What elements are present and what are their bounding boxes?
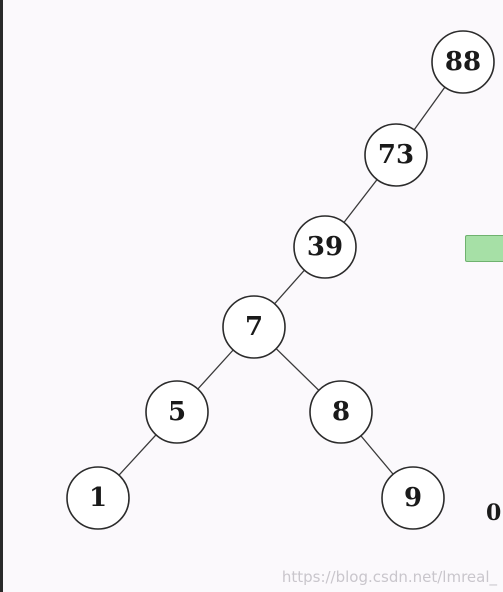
node-circle (293, 215, 357, 279)
node-circle (66, 466, 130, 530)
side-text: 0 (486, 500, 502, 526)
node-label: 1 (89, 483, 107, 513)
tree-node-9: 9 (381, 466, 445, 530)
node-circle (381, 466, 445, 530)
tree-node-8: 8 (309, 380, 373, 444)
node-label: 73 (378, 140, 414, 170)
left-border (0, 0, 3, 592)
node-circle (364, 123, 428, 187)
tree-node-5: 5 (145, 380, 209, 444)
tree-node-1: 1 (66, 466, 130, 530)
node-label: 88 (445, 47, 481, 77)
node-label: 39 (307, 232, 343, 262)
tree-node-39: 39 (293, 215, 357, 279)
node-label: 9 (404, 483, 422, 513)
node-circle (309, 380, 373, 444)
tree-node-73: 73 (364, 123, 428, 187)
tree-node-88: 88 (431, 30, 495, 94)
node-label: 7 (245, 312, 263, 342)
tree-node-7: 7 (222, 295, 286, 359)
node-label: 5 (168, 397, 186, 427)
watermark: https://blog.csdn.net/lmreal_ (281, 568, 497, 586)
node-label: 8 (332, 397, 350, 427)
tree-nodes: 88 73 39 7 5 8 (66, 30, 495, 530)
node-circle (222, 295, 286, 359)
node-circle (431, 30, 495, 94)
green-arrow-shape (465, 235, 503, 262)
node-circle (145, 380, 209, 444)
